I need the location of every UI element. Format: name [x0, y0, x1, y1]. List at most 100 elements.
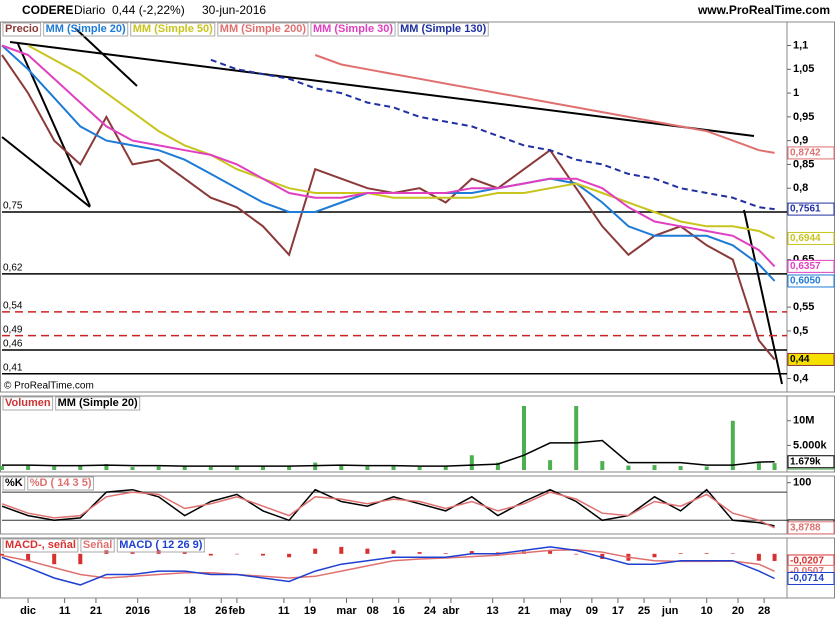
x-tick-label: 19 [304, 605, 316, 617]
x-tick-label: 20 [732, 605, 744, 617]
bar [469, 551, 474, 554]
bar [772, 553, 777, 561]
bar [52, 553, 57, 565]
bar [600, 553, 605, 559]
series-line [27, 44, 776, 240]
x-tick-label: 2016 [125, 605, 149, 617]
bar [156, 466, 161, 470]
level-label: 0,41 [3, 362, 23, 373]
bar [704, 553, 709, 554]
legend-entry: MM (Simple 130) [400, 23, 487, 35]
x-tick-label: abr [442, 605, 460, 617]
legend-box [2, 476, 26, 491]
trend-line [74, 27, 138, 87]
bar [26, 465, 31, 470]
level-label: 0,46 [3, 339, 23, 350]
value-box [787, 274, 835, 288]
y-tick-label: 0,55 [793, 301, 814, 313]
legend-entry: MM (Simple 30) [313, 23, 393, 35]
legend-entry: MM (Simple 50) [133, 23, 213, 35]
bar [313, 548, 318, 554]
bar [104, 464, 109, 470]
bar [548, 550, 553, 554]
bar [730, 553, 735, 554]
legend-entry: MM (Simple 20) [58, 397, 138, 409]
value-box-label: -0,0507 [790, 566, 824, 577]
bar [678, 553, 683, 554]
instrument: CODERE [22, 3, 73, 17]
bar [0, 553, 4, 556]
bar [548, 460, 553, 470]
legend-box [55, 396, 141, 411]
x-tick-label: 26 [215, 605, 227, 617]
x-tick-label: 21 [518, 605, 530, 617]
bar [339, 465, 344, 470]
bar [234, 553, 239, 555]
value-box [787, 202, 835, 216]
bar [772, 463, 777, 470]
x-tick-label: may [550, 605, 573, 617]
legend-box [116, 538, 205, 553]
series-line [1, 488, 775, 527]
bar [365, 548, 370, 554]
bar [443, 553, 448, 554]
value-box-label: 0,8742 [790, 148, 821, 159]
y-tick-label: 0,85 [793, 158, 814, 170]
value-box-label: 0,7561 [790, 204, 821, 215]
bar [182, 466, 187, 470]
bar [756, 462, 761, 470]
bar [391, 550, 396, 554]
y-tick-label: 1,05 [793, 63, 814, 75]
legend-box [397, 22, 489, 37]
legend-box [310, 22, 396, 37]
x-tick-label: 17 [612, 605, 624, 617]
y-tick-label: 0,4 [793, 372, 809, 384]
legend-box [130, 22, 216, 37]
x-tick-label: 09 [586, 605, 598, 617]
legend-box [27, 476, 94, 491]
value-box [787, 259, 835, 273]
bar [52, 466, 57, 470]
x-tick-label: 18 [184, 605, 196, 617]
trend-line [743, 209, 783, 385]
bar [287, 553, 292, 558]
x-tick-label: 10 [701, 605, 713, 617]
bar [0, 466, 4, 470]
bar [261, 465, 265, 470]
x-tick-label: 11 [278, 605, 290, 617]
value-box-label: 0,6050 [790, 276, 821, 287]
bar [469, 455, 474, 470]
legend-entry: MM (Simple 200) [220, 23, 307, 35]
bar [600, 461, 605, 470]
x-tick-label: 28 [758, 605, 770, 617]
x-tick-label: feb [229, 605, 246, 617]
bar [78, 553, 83, 565]
level-label: 0,62 [3, 262, 23, 273]
series-line [1, 548, 775, 579]
value-box-label: 3,8788 [790, 522, 821, 533]
value-box-label: 1.679k [790, 456, 821, 467]
legend-entry: Señal [83, 539, 112, 551]
bar [495, 462, 500, 470]
y-tick-label: 100 [793, 477, 811, 489]
legend-entry: %K [5, 477, 23, 489]
bar [574, 406, 579, 470]
x-tick-label: jun [661, 605, 679, 617]
legend-box [80, 538, 115, 553]
level-label: 0,54 [3, 301, 23, 312]
y-tick-label: 10M [793, 415, 814, 427]
legend-entry: MACD-, señal [5, 539, 76, 551]
series-line [1, 546, 775, 586]
bar [417, 467, 422, 470]
x-tick-label: 21 [90, 605, 102, 617]
x-tick-label: 13 [487, 605, 499, 617]
bar [678, 466, 683, 470]
trend-line [9, 41, 755, 137]
bar [208, 553, 213, 556]
value-box [787, 455, 835, 469]
watermark: © ProRealTime.com [4, 381, 94, 392]
x-tick-label: dic [20, 605, 36, 617]
legend-box [43, 22, 129, 37]
